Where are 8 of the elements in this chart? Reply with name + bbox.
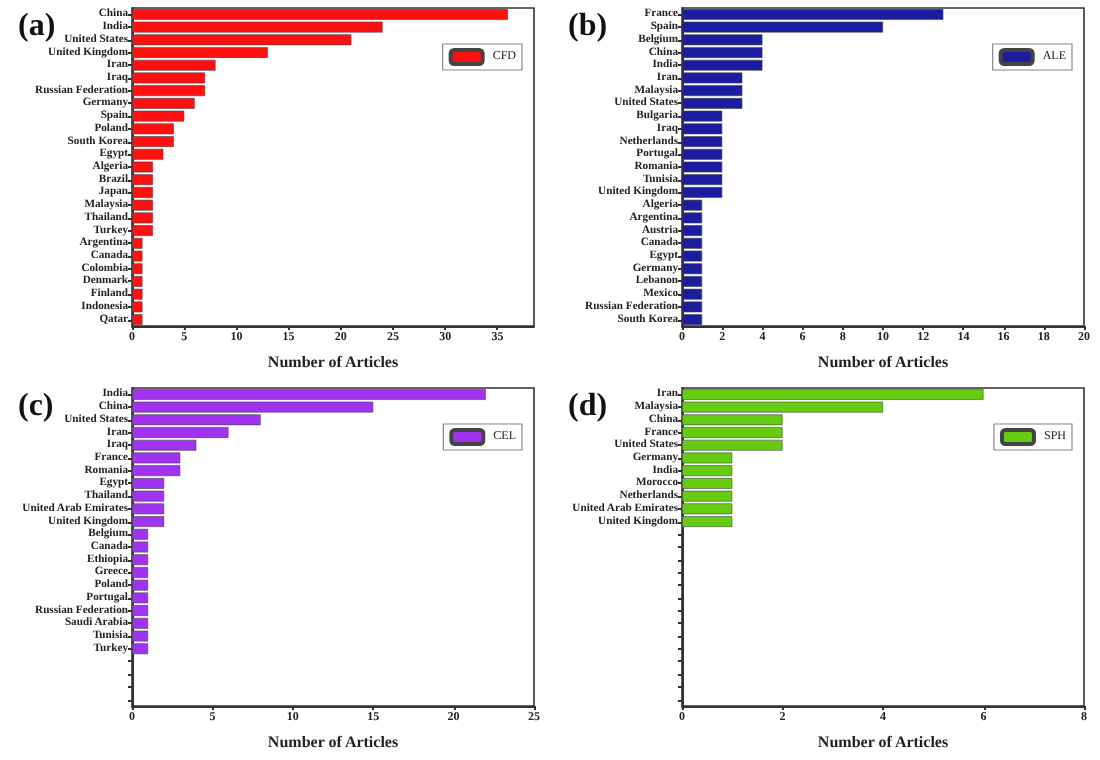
x-axis-title: Number of Articles — [817, 353, 949, 371]
chart-title: (b) — [568, 9, 608, 43]
x-axis-title: Number of Articles — [267, 733, 399, 751]
chart-title: (c) — [18, 389, 54, 423]
chart-title: (a) — [18, 9, 56, 43]
x-axis-title: Number of Articles — [267, 353, 399, 371]
chart-title: (d) — [568, 389, 608, 423]
x-axis-title: Number of Articles — [817, 733, 949, 751]
